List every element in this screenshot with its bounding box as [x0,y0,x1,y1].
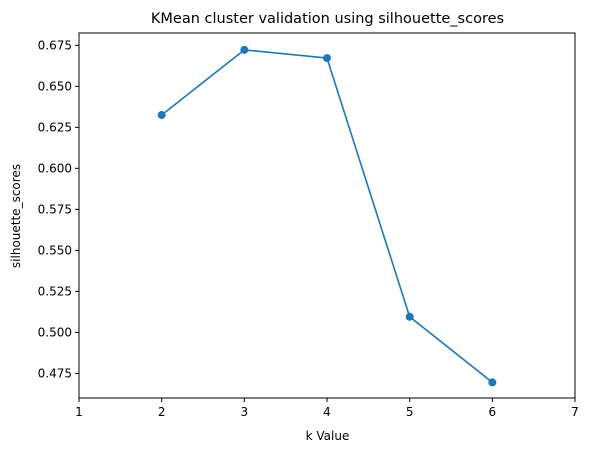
x-tick-label: 2 [158,405,166,419]
y-tick-label: 0.550 [38,243,72,257]
x-tick-label: 6 [489,405,497,419]
y-tick-label: 0.675 [38,38,72,52]
y-tick-label: 0.500 [38,325,72,339]
y-tick-label: 0.575 [38,202,72,216]
data-point [157,111,166,120]
data-point [488,378,497,387]
data-point [323,54,331,63]
plot-area: 1 2 3 4 5 6 7 0.475 0.500 0.525 0.550 0.575 0.600 0.6… [38,32,579,419]
y-axis-title: silhouette_scores [9,164,23,268]
y-tick-label: 0.650 [38,79,72,93]
x-tick-label: 7 [571,405,579,419]
x-tick-label: 5 [406,405,414,419]
data-point [240,45,249,54]
y-tick-label: 0.475 [38,366,72,380]
x-axis-title: k Value [306,429,350,443]
data-point [405,312,414,321]
x-tick-label: 1 [75,405,83,419]
y-tick-label: 0.600 [38,161,72,175]
y-tick-label: 0.525 [38,284,72,298]
x-tick-label: 3 [241,405,249,419]
x-tick-label: 4 [323,405,331,419]
chart-title: KMean cluster validation using silhouett… [151,11,504,27]
y-tick-label: 0.625 [38,120,72,134]
